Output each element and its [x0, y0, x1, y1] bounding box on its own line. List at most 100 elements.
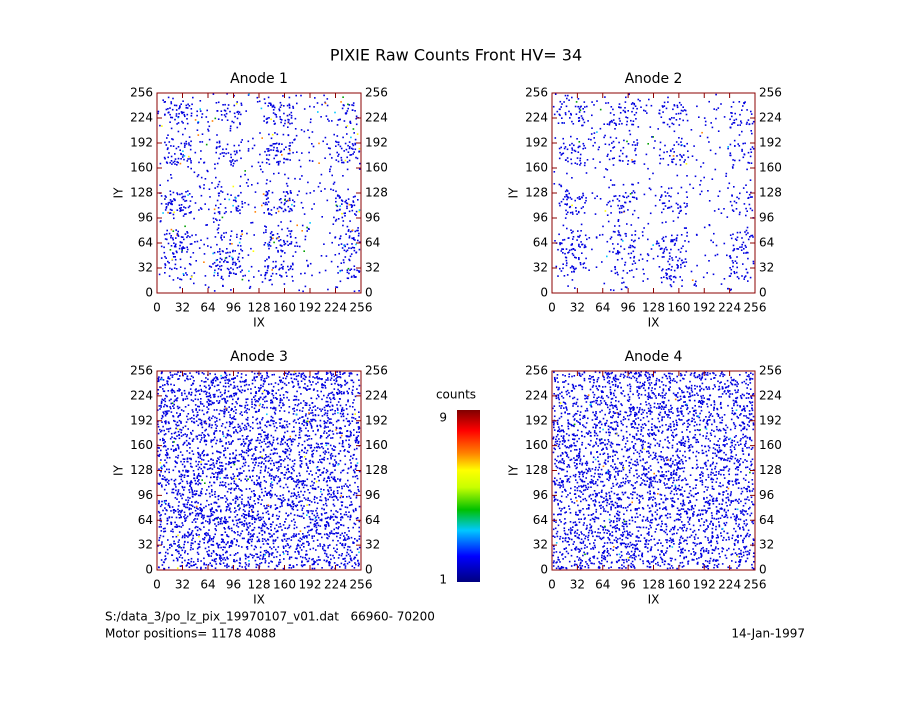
pixel	[164, 272, 166, 274]
pixel	[346, 538, 349, 540]
pixel	[353, 276, 356, 278]
pixel	[185, 272, 187, 274]
pixel	[240, 376, 243, 379]
pixel	[181, 241, 183, 244]
pixel	[341, 203, 343, 205]
pixel	[266, 192, 269, 195]
pixel	[172, 559, 175, 562]
pixel	[747, 238, 750, 241]
pixel	[566, 148, 569, 151]
pixel	[566, 262, 568, 264]
pixel	[678, 212, 680, 214]
pixel	[200, 158, 202, 160]
pixel	[354, 523, 357, 526]
pixel	[303, 517, 305, 519]
pixel	[168, 141, 171, 143]
pixel	[682, 154, 685, 156]
pixel	[302, 372, 305, 375]
pixel	[310, 427, 313, 429]
pixel	[669, 277, 671, 280]
pixel	[666, 277, 669, 280]
pixel	[576, 138, 578, 140]
pixel	[164, 530, 167, 533]
pixel	[321, 442, 323, 445]
pixel	[354, 471, 356, 474]
pixel	[265, 437, 268, 439]
pixel	[299, 464, 302, 466]
pixel	[345, 554, 348, 557]
pixel	[245, 546, 248, 548]
pixel	[179, 451, 182, 453]
pixel	[670, 269, 673, 271]
pixel	[629, 257, 632, 259]
pixel	[577, 211, 580, 214]
pixel	[347, 103, 349, 106]
pixel	[348, 247, 350, 249]
pixel	[164, 141, 166, 144]
pixel	[588, 269, 590, 271]
y-tick-label-right: 0	[759, 286, 767, 300]
pixel	[175, 449, 177, 451]
pixel	[229, 511, 232, 513]
pixel	[259, 422, 262, 425]
pixel	[224, 376, 227, 378]
pixel	[222, 435, 225, 438]
pixel	[618, 225, 621, 227]
pixel	[272, 521, 274, 523]
pixel	[229, 502, 231, 505]
pixel	[327, 426, 329, 428]
pixel	[273, 464, 275, 467]
pixel	[191, 521, 194, 523]
pixel	[221, 216, 224, 219]
pixel	[351, 393, 354, 395]
pixel	[220, 377, 223, 380]
pixel	[177, 122, 180, 124]
pixel	[190, 465, 192, 468]
pixel	[247, 140, 250, 143]
pixel	[729, 126, 732, 129]
pixel	[176, 192, 178, 194]
pixel	[185, 535, 188, 537]
pixel	[240, 141, 242, 143]
pixel	[220, 237, 222, 239]
pixel	[308, 151, 310, 154]
pixel	[661, 247, 663, 250]
pixel	[284, 199, 286, 201]
pixel	[323, 243, 325, 245]
pixel	[232, 392, 235, 395]
pixel	[198, 373, 200, 375]
pixel	[217, 192, 220, 195]
pixel	[578, 258, 580, 261]
pixel	[669, 149, 672, 152]
pixel	[335, 159, 338, 161]
pixel	[351, 379, 354, 382]
pixel	[187, 378, 189, 381]
pixel	[198, 409, 201, 411]
pixel	[347, 400, 349, 403]
pixel	[191, 481, 193, 484]
pixel	[358, 270, 361, 273]
pixel	[747, 232, 749, 234]
pixel	[350, 247, 352, 250]
pixel	[233, 94, 235, 97]
pixel	[321, 415, 324, 417]
pixel	[667, 268, 670, 270]
pixel	[180, 429, 183, 431]
pixel	[205, 422, 208, 425]
pixel	[329, 405, 331, 408]
pixel	[229, 271, 231, 273]
pixel	[349, 122, 352, 124]
pixel	[727, 187, 729, 189]
x-tick-label: 96	[620, 301, 635, 315]
pixel	[618, 195, 621, 197]
pixel	[160, 559, 163, 561]
pixel	[157, 447, 159, 449]
pixel	[352, 385, 354, 388]
pixel	[228, 272, 231, 275]
pixel	[598, 146, 600, 148]
pixel	[615, 137, 618, 139]
pixel	[261, 429, 263, 432]
pixel	[686, 196, 688, 198]
pixel	[318, 142, 320, 145]
pixel	[187, 413, 190, 415]
